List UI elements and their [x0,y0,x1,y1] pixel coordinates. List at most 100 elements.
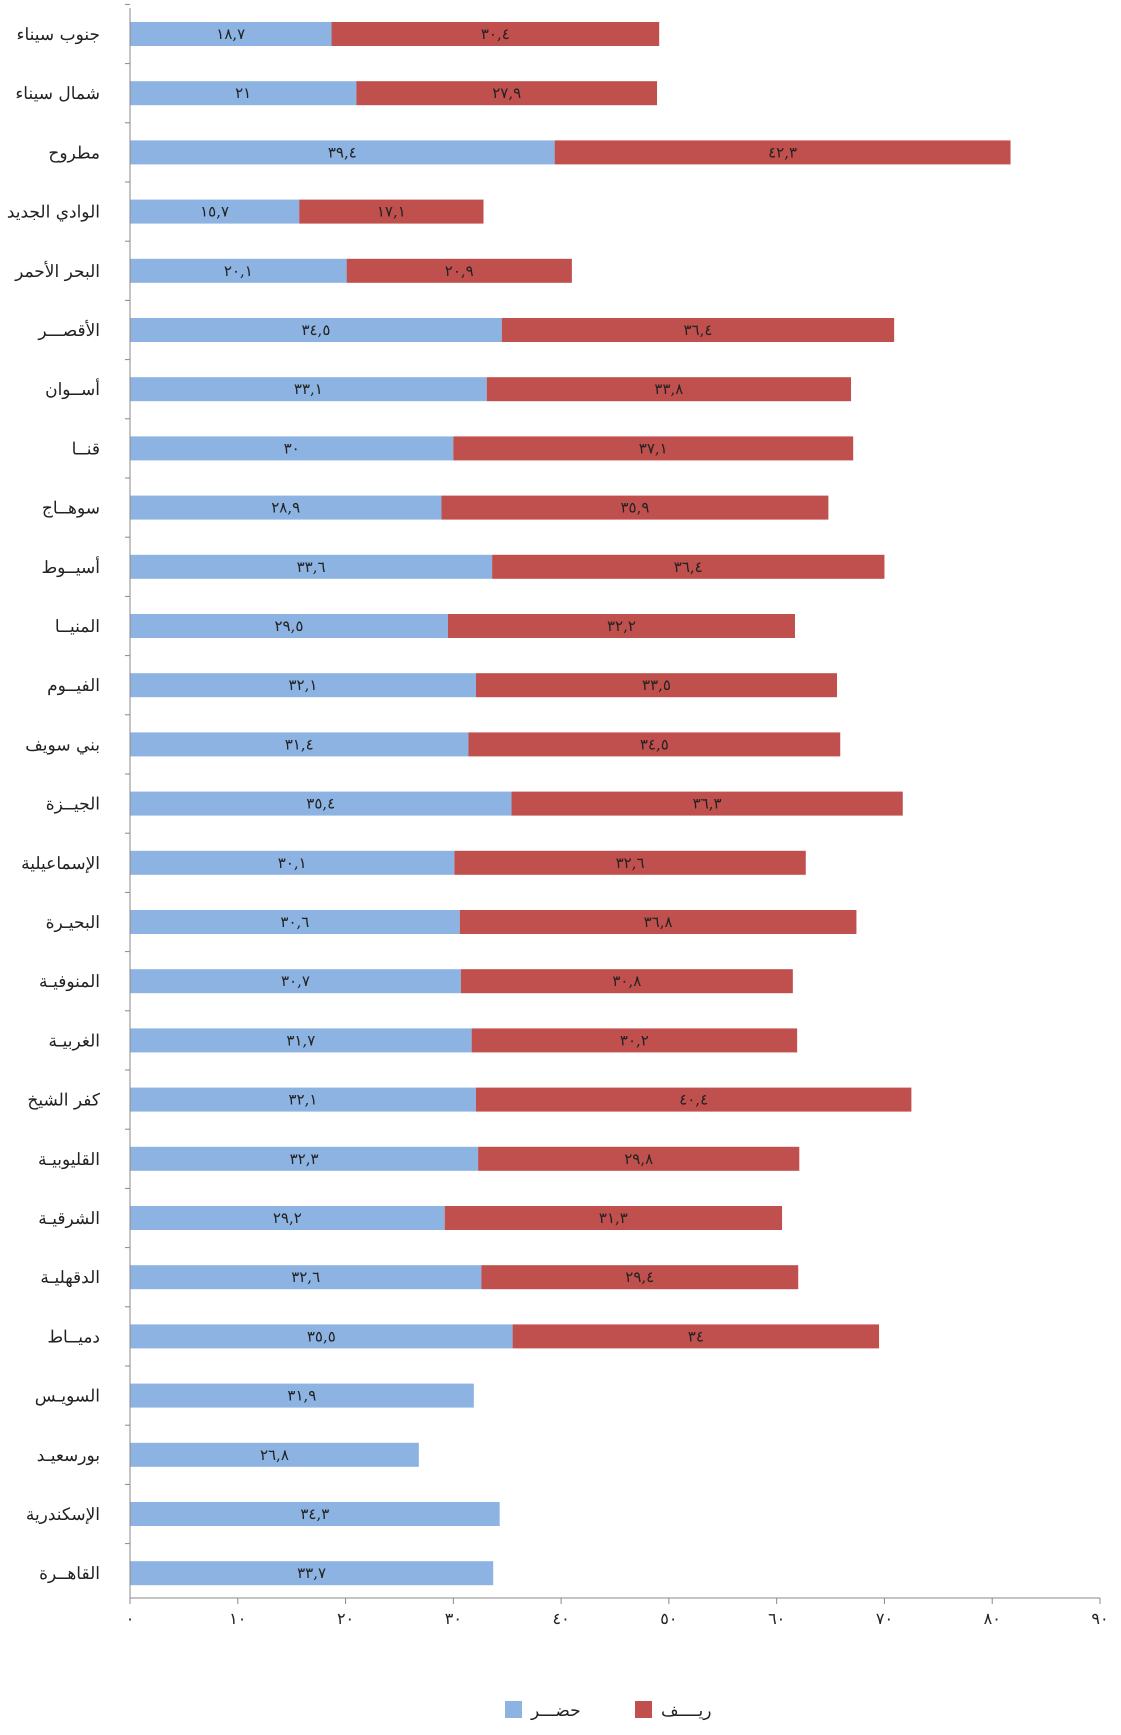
data-label-rural: ٣٤,٥ [640,735,669,753]
bar-rural [478,1146,800,1171]
category-label: الفيــوم [47,676,100,696]
data-label-rural: ٤٢,٣ [768,143,797,161]
data-label-rural: ٣٢,٦ [616,854,645,872]
category-label: الوادي الجديد [7,203,100,223]
data-label-rural: ٢٧,٩ [492,84,521,102]
category-label: القليوبيـة [38,1150,100,1170]
bar-urban [130,910,460,934]
legend-label-rural: ريــــف [661,1701,711,1721]
data-label-rural: ٣١,٣ [599,1209,628,1227]
data-label-urban: ٣٢,٦ [291,1268,320,1286]
bar-urban [130,554,493,579]
data-label-urban: ٣٩,٤ [328,143,357,161]
legend: حضـــر ريــــف [505,1701,711,1721]
x-tick-label: ٨٠ [984,1609,1001,1628]
category-label: شمال سيناء [15,84,100,104]
data-label-rural: ٢٩,٨ [624,1150,653,1168]
category-label: الدقهليـة [40,1268,100,1288]
x-tick-label: ٣٠ [445,1609,462,1628]
data-label-rural: ٣٣,٥ [642,676,671,694]
legend-swatch-urban [505,1701,522,1718]
bar-rural [481,1265,799,1290]
bar-rural [299,199,484,224]
data-label-urban: ٣١,٧ [286,1031,315,1049]
category-label: أسيــوط [41,556,100,578]
data-label-rural: ٣٦,٣ [693,795,722,813]
bars-layer: جنوب سيناء ١٨,٧ ٣٠,٤ شمال سيناء ٢١ ٢٧,٩ مطروح ٣… [7,22,1011,1586]
data-label-rural: ٣٧,١ [639,439,668,457]
bar-rural [501,318,895,342]
data-label-rural: ٣٦,٨ [644,913,673,931]
bar-urban [130,1087,476,1112]
data-label-urban: ٢٠,١ [224,262,253,280]
category-label: المنيــا [55,617,100,637]
x-tick-label: ٤٠ [553,1609,570,1628]
category-label: بني سويف [25,735,100,755]
category-label: البحيـرة [46,913,100,933]
category-label: الجيــزة [46,795,100,815]
data-label-urban: ١٥,٧ [200,203,229,221]
category-label: الغربيـة [49,1031,100,1051]
category-label: السويـس [35,1387,100,1407]
data-label-urban: ٣٥,٤ [306,795,335,813]
category-label: دميــاط [47,1327,100,1347]
bar-urban [130,850,455,875]
data-label-urban: ٢٨,٩ [271,499,300,517]
x-tick-label: ٩٠ [1091,1609,1108,1628]
bar-rural [331,22,660,46]
data-label-rural: ٣٠,٨ [612,972,641,990]
bar-rural [554,140,1011,165]
bar-urban [130,969,461,994]
data-label-rural: ٣٤ [688,1327,704,1345]
bar-rural [447,614,795,638]
bar-rural [492,554,885,579]
bar-urban [130,1324,513,1349]
bar-urban [130,22,332,46]
data-label-urban: ٣٣,٦ [297,558,326,576]
bar-rural [459,910,857,934]
bar-urban [130,1442,419,1467]
data-label-rural: ١٧,١ [377,203,406,221]
bar-urban [130,199,300,224]
axis-layer: ٠ ١٠ ٢٠ ٣٠ ٤٠ ٥٠ ٦٠ ٧٠ ٨٠ ٩٠ [125,3,1109,1628]
data-label-rural: ٣٠,٤ [481,25,510,43]
category-label: الشرقيـة [38,1209,100,1229]
legend-label-urban: حضـــر [530,1701,581,1721]
data-label-urban: ٢٩,٥ [274,617,303,635]
data-label-urban: ٢٦,٨ [260,1446,289,1464]
category-label: الأقصـــر [37,320,100,341]
category-label: أســوان [45,378,100,400]
data-label-urban: ٣٠,١ [278,854,307,872]
bar-urban [130,258,347,283]
x-tick-label: ٢٠ [337,1609,354,1628]
bar-urban [130,377,487,402]
data-label-rural: ٣٣,٨ [654,380,683,398]
data-label-urban: ٣٢,١ [289,1091,318,1109]
data-label-urban: ٣٢,١ [289,676,318,694]
bar-urban [130,1028,472,1053]
data-label-rural: ٣٦,٤ [674,558,703,576]
data-label-urban: ١٨,٧ [216,25,245,43]
bar-urban [130,1206,445,1230]
data-label-rural: ٣٠,٢ [620,1031,649,1049]
bar-rural [346,258,572,283]
bar-rural [441,495,829,520]
data-label-urban: ٢١ [235,84,251,102]
data-label-urban: ٣٥,٥ [307,1327,336,1345]
bar-rural [475,673,838,698]
x-tick-label: ١٠ [229,1609,246,1628]
data-label-rural: ٣٦,٤ [684,321,713,339]
data-label-urban: ٣٣,٧ [297,1564,326,1582]
data-label-urban: ٣٣,١ [294,380,323,398]
bar-urban [130,81,357,106]
x-tick-label: ٦٠ [768,1609,785,1628]
data-label-urban: ٢٩,٢ [273,1209,302,1227]
category-label: الإسماعيلية [21,854,100,874]
bar-urban [130,673,476,698]
data-label-rural: ٢٠,٩ [445,262,474,280]
data-label-rural: ٢٩,٤ [625,1268,654,1286]
bar-rural [511,791,903,816]
data-label-rural: ٣٥,٩ [620,499,649,517]
x-tick-label: ٥٠ [660,1609,677,1628]
